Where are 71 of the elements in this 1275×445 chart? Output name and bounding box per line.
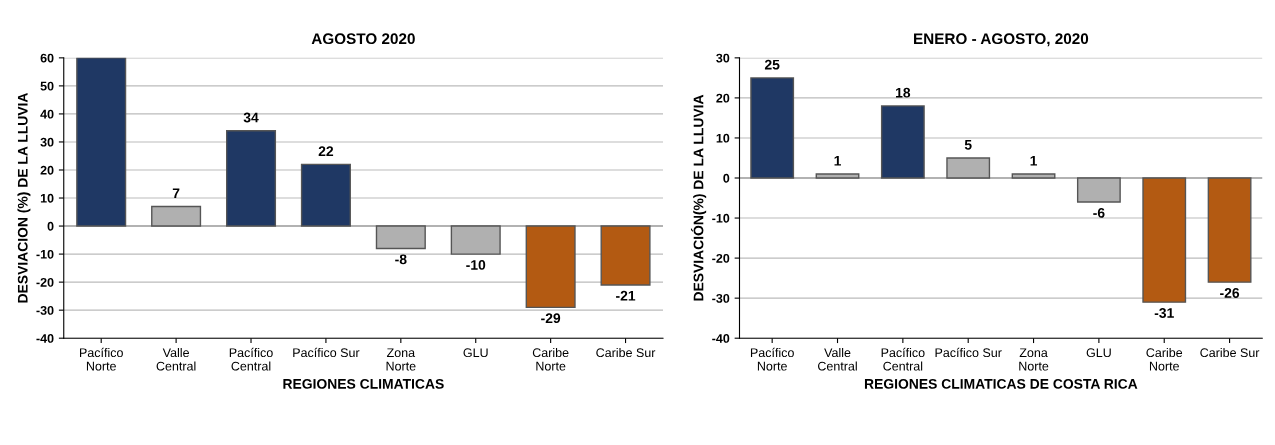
- y-tick-label: -40: [712, 334, 730, 343]
- y-tick-label: 0: [723, 173, 730, 183]
- bar: [225, 130, 277, 227]
- x-tick-label: Caribe Norte: [532, 347, 569, 371]
- x-axis-title: REGIONES CLIMATICAS DE COSTA RICA: [864, 378, 1138, 389]
- y-tick-label: 20: [40, 165, 54, 175]
- data-label: 25: [764, 59, 780, 70]
- y-tick-label: -30: [36, 305, 54, 315]
- bar: [815, 173, 860, 179]
- bar: [1011, 173, 1056, 179]
- x-tick-label: Pacífico Central: [229, 347, 273, 371]
- data-label: -21: [616, 290, 636, 301]
- x-tick-label: Caribe Norte: [1146, 347, 1183, 371]
- y-tick-label: -40: [36, 334, 54, 343]
- bar: [300, 163, 351, 227]
- y-tick-label: -20: [712, 253, 730, 263]
- x-tick-label: Pacífico Sur: [293, 347, 360, 358]
- data-label: -6: [1093, 207, 1105, 218]
- chart-title: AGOSTO 2020: [311, 33, 415, 45]
- y-tick-label: 10: [716, 133, 730, 143]
- y-tick-label: 30: [40, 137, 54, 147]
- bar: [151, 205, 202, 227]
- data-label: -10: [466, 260, 486, 270]
- x-tick-label: Zona Norte: [386, 348, 416, 371]
- bar: [1207, 177, 1252, 283]
- bar: [750, 77, 795, 179]
- x-tick-label: Pacífico Norte: [80, 347, 123, 371]
- y-tick-label: 20: [716, 93, 730, 103]
- bar: [525, 225, 576, 309]
- data-label: 5: [964, 139, 972, 150]
- y-tick-label: 40: [40, 109, 54, 119]
- bar: [375, 225, 426, 250]
- data-label: -29: [541, 313, 561, 324]
- y-tick-label: -10: [712, 213, 730, 223]
- y-tick-label: 0: [47, 221, 54, 231]
- data-label: -26: [1220, 288, 1240, 298]
- data-label: -8: [395, 254, 407, 265]
- x-tick-label: Caribe Sur: [596, 347, 656, 358]
- y-axis-title: DESVIACION (%) DE LA LLUVIA: [17, 92, 31, 303]
- data-label: -31: [1154, 308, 1174, 318]
- bar: [946, 157, 991, 179]
- x-tick-label: Caribe Sur: [1200, 347, 1260, 358]
- bar: [76, 57, 127, 227]
- x-tick-label: Pacífico Central: [881, 347, 925, 371]
- x-tick-label: Valle Central: [818, 347, 857, 371]
- chart-title: ENERO - AGOSTO, 2020: [914, 33, 1089, 47]
- y-tick-label: -30: [712, 293, 730, 303]
- x-tick-label: Zona Norte: [1019, 348, 1049, 371]
- bar: [1076, 177, 1121, 203]
- data-label: 18: [896, 87, 911, 98]
- y-tick-label: 30: [716, 53, 730, 63]
- data-label: 34: [243, 112, 259, 123]
- y-tick-label: 10: [40, 193, 54, 203]
- x-tick-label: GLU: [463, 348, 488, 358]
- data-label: 7: [172, 188, 180, 198]
- x-axis-title: REGIONES CLIMATICAS: [283, 378, 444, 389]
- y-tick-label: 60: [40, 53, 54, 63]
- x-tick-label: Valle Central: [156, 347, 196, 371]
- data-label: 22: [318, 146, 334, 156]
- y-tick-label: -20: [36, 277, 54, 287]
- bar: [880, 105, 925, 179]
- x-tick-label: GLU: [1086, 348, 1111, 358]
- bar: [1142, 177, 1187, 303]
- bar: [600, 225, 651, 286]
- y-tick-label: 50: [40, 81, 54, 91]
- y-tick-label: -10: [36, 249, 54, 259]
- data-label: 1: [834, 156, 841, 166]
- y-axis-title: DESVIACIÓN(%) DE LA LLUVIA: [690, 94, 707, 301]
- x-tick-label: Pacífico Sur: [935, 347, 1002, 358]
- x-tick-label: Pacífico Norte: [750, 347, 794, 371]
- data-label: 1: [1030, 156, 1038, 166]
